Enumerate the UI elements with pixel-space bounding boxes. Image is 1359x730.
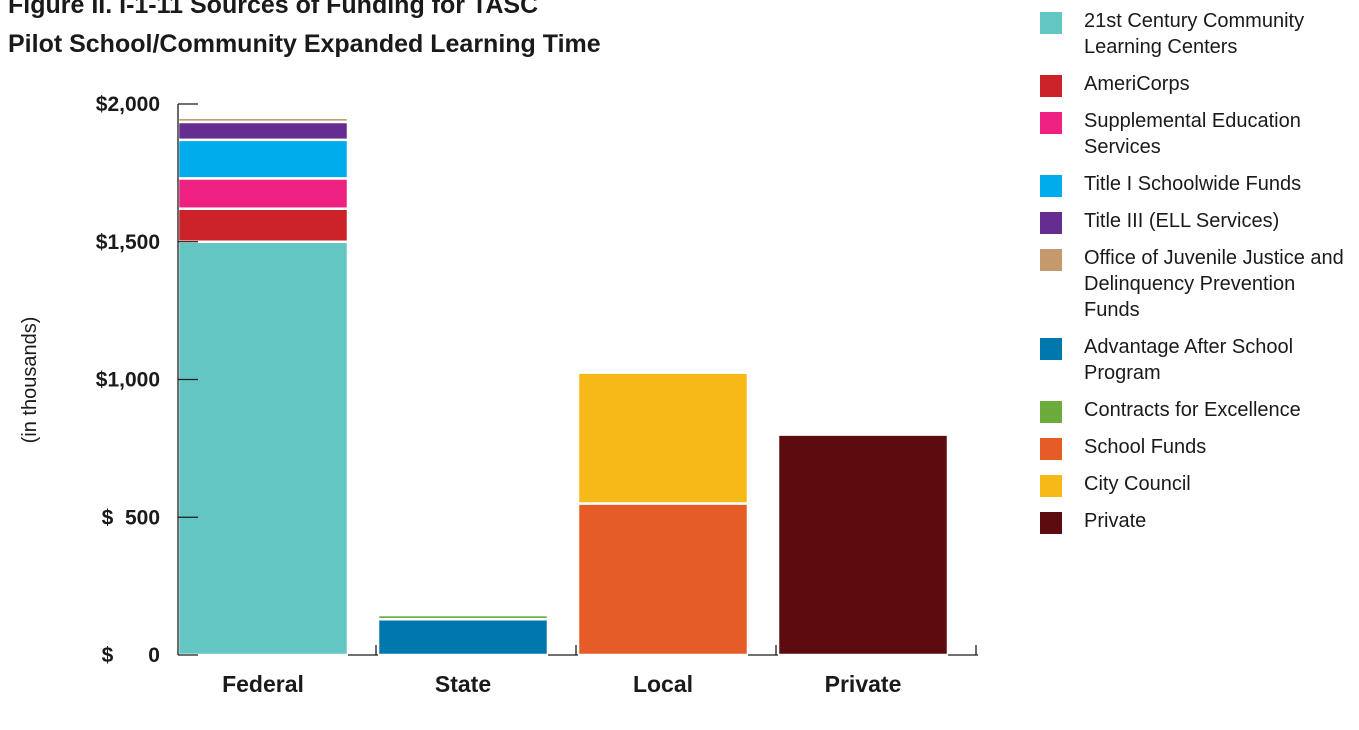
legend-swatch bbox=[1040, 75, 1062, 97]
legend-item: Office of Juvenile Justice and Delinquen… bbox=[1040, 245, 1355, 323]
bar-segment bbox=[176, 116, 350, 124]
y-tick-label: $1,000 bbox=[96, 369, 160, 392]
legend-label: 21st Century Community Learning Centers bbox=[1084, 10, 1305, 58]
legend-swatch bbox=[1040, 512, 1062, 534]
legend-item: AmeriCorps bbox=[1040, 71, 1355, 97]
legend-swatch bbox=[1040, 438, 1062, 460]
legend-label: Private bbox=[1084, 510, 1147, 532]
legend-item: School Funds bbox=[1040, 434, 1355, 460]
y-tick-label: $ 500 bbox=[102, 506, 160, 529]
bar-segment bbox=[576, 371, 750, 505]
y-tick-label: $ 0 bbox=[102, 644, 160, 667]
legend-item: City Council bbox=[1040, 471, 1355, 497]
legend-label: Title III (ELL Services) bbox=[1084, 210, 1280, 232]
bar-segment bbox=[376, 613, 550, 621]
stacked-bar-chart: $ 0 $ 500 $1,000 $1,500 $2,000 Federal State Lo… bbox=[19, 93, 978, 697]
x-tick-label: Federal bbox=[222, 671, 304, 697]
chart-title-line-1: Figure II. I-1-11 Sources of Funding for… bbox=[8, 0, 539, 19]
legend-swatch bbox=[1040, 212, 1062, 234]
y-tick-label: $2,000 bbox=[96, 93, 160, 116]
legend-swatch bbox=[1040, 401, 1062, 423]
legend-label: Office of Juvenile Justice and Delinquen… bbox=[1084, 247, 1344, 321]
bar-segment bbox=[176, 177, 350, 210]
x-tick-label: Local bbox=[633, 671, 693, 697]
legend-label: AmeriCorps bbox=[1084, 73, 1190, 95]
legend-item: Contracts for Excellence bbox=[1040, 397, 1355, 423]
chart-title: Figure II. I-1-11 Sources of Funding for… bbox=[8, 0, 908, 64]
bar-segment bbox=[176, 240, 350, 657]
bar-segment bbox=[576, 502, 750, 657]
bar-segment bbox=[176, 120, 350, 142]
legend-label: Advantage After School Program bbox=[1084, 336, 1294, 384]
y-tick-label: $1,500 bbox=[96, 231, 160, 254]
legend-swatch bbox=[1040, 12, 1062, 34]
legend-swatch bbox=[1040, 475, 1062, 497]
bars-group bbox=[176, 116, 950, 657]
y-axis-label: (in thousands) bbox=[19, 317, 41, 444]
legend-swatch bbox=[1040, 249, 1062, 271]
legend-label: School Funds bbox=[1084, 436, 1207, 458]
legend-item: Title III (ELL Services) bbox=[1040, 208, 1355, 234]
legend-swatch bbox=[1040, 338, 1062, 360]
legend-item: 21st Century Community Learning Centers bbox=[1040, 8, 1355, 60]
x-tick-label: State bbox=[435, 671, 491, 697]
legend-swatch bbox=[1040, 175, 1062, 197]
bar-segment bbox=[376, 617, 550, 657]
chart-title-line-2: Pilot School/Community Expanded Learning… bbox=[8, 30, 601, 58]
legend-swatch bbox=[1040, 112, 1062, 134]
bar-segment bbox=[176, 207, 350, 244]
legend-label: Supplemental Education Services bbox=[1084, 110, 1301, 158]
legend: 21st Century Community Learning Centers A… bbox=[1040, 8, 1355, 545]
legend-item: Supplemental Education Services bbox=[1040, 108, 1355, 160]
bar-segment bbox=[776, 433, 950, 657]
legend-label: Contracts for Excellence bbox=[1084, 399, 1301, 421]
legend-label: Title I Schoolwide Funds bbox=[1084, 173, 1302, 195]
legend-item: Private bbox=[1040, 508, 1355, 534]
legend-item: Title I Schoolwide Funds bbox=[1040, 171, 1355, 197]
bar-segment bbox=[176, 138, 350, 180]
legend-item: Advantage After School Program bbox=[1040, 334, 1355, 386]
legend-label: City Council bbox=[1084, 473, 1191, 495]
axis-group: $ 0 $ 500 $1,000 $1,500 $2,000 Federal State Lo… bbox=[96, 93, 978, 697]
x-tick-label: Private bbox=[825, 671, 902, 697]
